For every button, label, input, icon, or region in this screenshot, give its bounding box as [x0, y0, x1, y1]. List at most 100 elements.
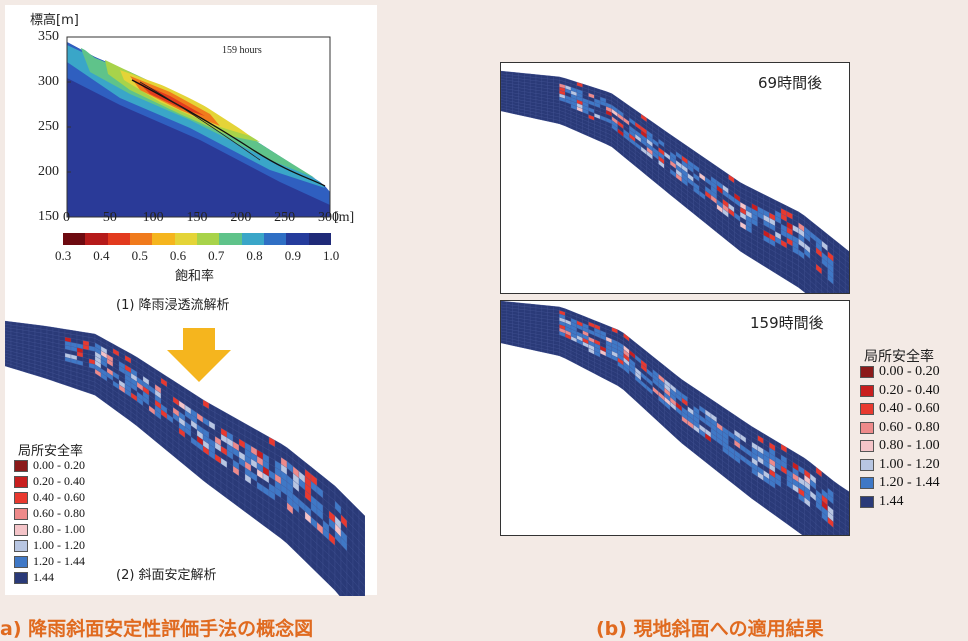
panel-top-time-label: 69時間後 [758, 74, 823, 92]
legend-swatch [860, 403, 874, 415]
mesh-cell [845, 288, 849, 293]
seepage-xtick: 100 [142, 210, 164, 225]
legend-label: 0.80 - 1.00 [879, 438, 940, 453]
mesh-cell [816, 535, 822, 536]
mesh-cell [827, 284, 834, 293]
mesh-cell [827, 528, 834, 535]
seepage-xtick: 50 [102, 210, 117, 225]
legend-item: 1.00 - 1.20 [14, 538, 85, 553]
seepage-ytick: 200 [38, 164, 59, 179]
legend-label: 0.20 - 0.40 [879, 382, 940, 398]
seepage-time-label: 159 hours [222, 45, 262, 56]
colorbar-tick: 0.7 [208, 248, 225, 263]
mesh-cell [340, 589, 347, 596]
colorbar-swatch [286, 233, 309, 245]
legend-item: 0.40 - 0.60 [14, 490, 85, 505]
slip-line [131, 79, 326, 187]
mesh-cell [798, 526, 805, 535]
legend-swatch [860, 477, 874, 489]
legend-label: 0.00 - 0.20 [879, 364, 940, 379]
mesh-cell [358, 548, 365, 564]
legend-swatch [14, 571, 28, 584]
left-stability-mesh [5, 320, 365, 596]
legend-label: 1.20 - 1.44 [33, 554, 85, 568]
legend-label: 1.00 - 1.20 [33, 538, 85, 552]
mesh-cell [845, 277, 849, 287]
mesh-cell [845, 530, 849, 535]
legend-item: 1.20 - 1.44 [14, 554, 85, 569]
legend-swatch [14, 491, 28, 504]
mesh-cell [346, 581, 354, 596]
mesh-cell [358, 587, 365, 596]
step1-label: (1) 降雨浸透流解析 [116, 298, 230, 313]
legend-item: 1.44 [14, 570, 54, 585]
legend-swatch [860, 440, 874, 452]
colorbar-tick: 0.6 [169, 248, 187, 263]
legend-label: 0.40 - 0.60 [879, 401, 940, 416]
mesh-cell [340, 582, 348, 596]
legend-swatch [860, 421, 874, 434]
mesh-cell [839, 289, 844, 293]
legend-swatch [860, 384, 874, 397]
legend-label: 0.40 - 0.60 [33, 490, 85, 504]
legend-item: 0.60 - 0.80 [14, 506, 85, 521]
mesh-cell [845, 282, 849, 293]
mesh-cell [810, 291, 812, 293]
legend-label: 1.20 - 1.44 [879, 475, 940, 490]
legend-swatch [860, 366, 874, 378]
mesh-cell [352, 588, 360, 596]
colorbar-tick: 0.8 [246, 248, 263, 263]
mesh-cell [833, 527, 840, 535]
legend-item: 1.44 [860, 494, 904, 510]
mesh-cell [845, 494, 849, 504]
mesh-cell [358, 509, 365, 525]
mesh-cell [815, 529, 822, 535]
legend-label: 1.44 [879, 493, 904, 509]
right-panel-top [500, 62, 850, 294]
legend-swatch [14, 459, 28, 472]
legend-item: 0.20 - 0.40 [860, 383, 940, 399]
mesh-cell [821, 291, 824, 293]
mesh-cell [839, 283, 846, 293]
colorbar-swatch [85, 233, 108, 245]
right-panel-bottom [500, 300, 850, 536]
seepage-chart [66, 36, 331, 218]
colorbar-swatch [241, 233, 264, 245]
colorbar-swatch [308, 233, 331, 245]
legend-label: 1.00 - 1.20 [879, 456, 940, 472]
right-legend-title: 局所安全率 [864, 349, 934, 365]
caption-right: (b) 現地斜面への適用結果 [596, 618, 824, 640]
seepage-ytick: 150 [38, 209, 59, 224]
mesh-cell [839, 526, 846, 535]
mesh-cell [833, 284, 840, 293]
colorbar-label: 飽和率 [175, 269, 215, 284]
mesh-cell [845, 265, 849, 275]
legend-swatch [14, 475, 28, 488]
colorbar-tick: 0.3 [55, 248, 72, 263]
legend-item: 0.80 - 1.00 [14, 522, 85, 537]
seepage-xtick: 250 [274, 210, 296, 225]
legend-swatch [14, 555, 28, 568]
seepage-xunit: [m] [334, 210, 355, 225]
legend-item: 1.20 - 1.44 [860, 475, 940, 491]
mesh-cell [821, 534, 823, 535]
caption-left: a) 降雨斜面安定性評価手法の概念図 [0, 618, 314, 640]
legend-swatch [14, 539, 28, 552]
legend-swatch [860, 495, 874, 508]
colorbar-tick: 1.0 [323, 248, 340, 263]
mesh-cell [358, 517, 365, 532]
mesh-cell [845, 248, 849, 258]
mesh-cell [358, 532, 365, 548]
seepage-xtick: 300 [318, 210, 339, 225]
panel-bottom-time-label: 159時間後 [750, 314, 824, 332]
mesh-cell [810, 524, 817, 535]
colorbar-swatch [174, 233, 197, 245]
legend-label: 0.60 - 0.80 [33, 506, 85, 520]
mesh-cell [358, 525, 365, 540]
down-arrow-icon [167, 328, 231, 382]
legend-item: 0.00 - 0.20 [860, 364, 940, 380]
mesh-cell [804, 524, 811, 535]
seepage-xtick: 200 [230, 210, 252, 225]
legend-label: 0.80 - 1.00 [33, 522, 85, 536]
legend-label: 0.60 - 0.80 [879, 419, 940, 435]
